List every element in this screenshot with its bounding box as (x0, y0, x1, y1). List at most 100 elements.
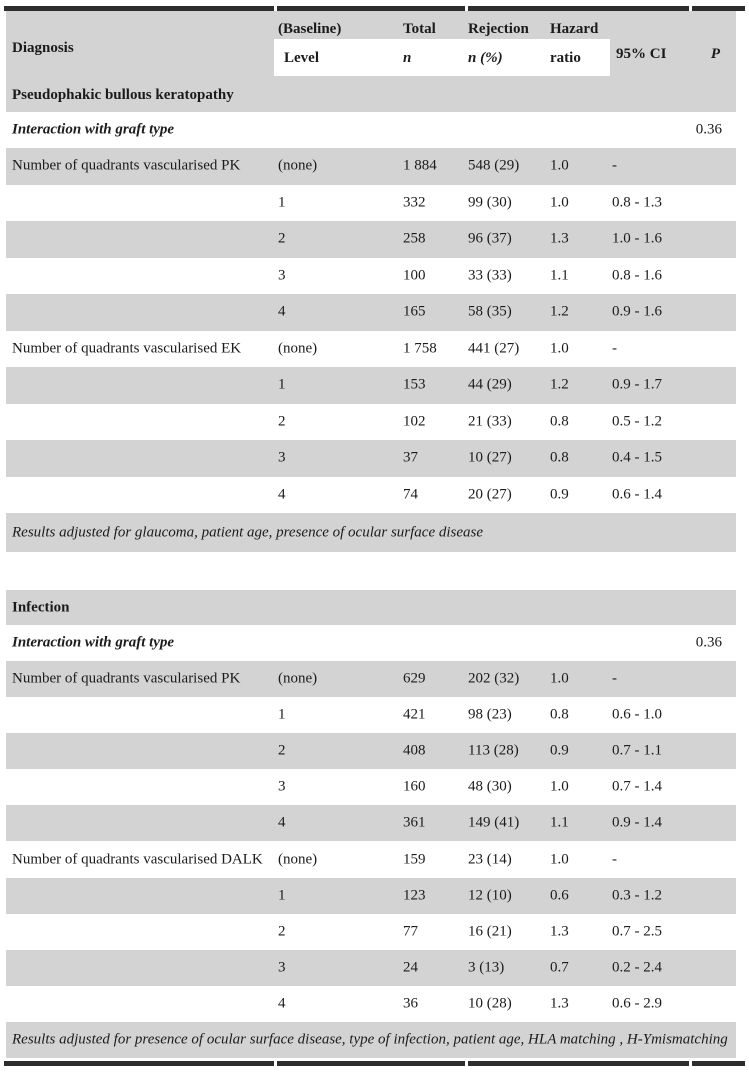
cell-hazard-ratio: 0.6 (550, 887, 569, 904)
cell-level: 1 (278, 376, 286, 393)
cell-hazard-ratio: 1.2 (550, 376, 569, 393)
interaction-row: Interaction with graft type 0.36 (6, 625, 736, 661)
cell-level: (none) (278, 670, 318, 687)
cell-ci: 0.2 - 2.4 (612, 959, 662, 976)
cell-level: 4 (278, 303, 286, 320)
cell-ci: - (612, 340, 617, 357)
cell-total-n: 77 (403, 923, 418, 940)
cell-level: 1 (278, 194, 286, 211)
cell-level: 2 (278, 413, 286, 430)
cell-ci: 0.7 - 2.5 (612, 923, 662, 940)
cell-level: 1 (278, 706, 286, 723)
cell-hazard-ratio: 0.9 (550, 486, 569, 503)
cell-rejection-n: 202 (32) (468, 670, 520, 687)
cell-hazard-ratio: 1.2 (550, 303, 569, 320)
table-row: Number of quadrants vascularised DALK (no… (6, 841, 736, 877)
cell-hazard-ratio: 1.0 (550, 194, 569, 211)
cell-level: 4 (278, 814, 286, 831)
interaction-row: Interaction with graft type 0.36 (6, 112, 736, 148)
table-row: 1 123 12 (10) 0.6 0.3 - 1.2 (6, 877, 736, 914)
cell-level: 2 (278, 923, 286, 940)
cell-level: 4 (278, 486, 286, 503)
cell-level: 4 (278, 995, 286, 1012)
cell-ci: 1.0 - 1.6 (612, 230, 662, 247)
header-white-overlay: Level n n (%) ratio (274, 39, 610, 76)
cell-rejection-n: 58 (35) (468, 303, 512, 320)
rule-gap (689, 1061, 692, 1066)
table-row: 1 332 99 (30) 1.0 0.8 - 1.3 (6, 185, 736, 222)
cell-hazard-ratio: 1.1 (550, 267, 569, 284)
cell-rejection-n: 441 (27) (468, 340, 520, 357)
column-header-rejection: Rejection (468, 21, 529, 37)
table-row: 2 408 113 (28) 0.9 0.7 - 1.1 (6, 733, 736, 770)
cell-rejection-n: 21 (33) (468, 413, 512, 430)
cell-level: (none) (278, 851, 318, 868)
rule-gap (274, 6, 277, 11)
cell-ci: 0.7 - 1.4 (612, 778, 662, 795)
column-header-total: Total (403, 21, 436, 37)
cell-rejection-n: 12 (10) (468, 887, 512, 904)
cell-level: 2 (278, 230, 286, 247)
cell-level: (none) (278, 157, 318, 174)
column-header-n-percent: n (%) (468, 50, 503, 66)
table-bottom-rule (4, 1061, 745, 1066)
cell-diagnosis: Number of quadrants vascularised DALK (12, 851, 263, 868)
cell-rejection-n: 10 (27) (468, 449, 512, 466)
table-row: 1 153 44 (29) 1.2 0.9 - 1.7 (6, 367, 736, 404)
column-header-level: Level (284, 50, 319, 66)
cell-ci: 0.6 - 1.0 (612, 706, 662, 723)
cell-level: 3 (278, 959, 286, 976)
cell-ci: 0.3 - 1.2 (612, 887, 662, 904)
section-rows-infection: Number of quadrants vascularised PK (none… (6, 661, 736, 1022)
cell-ci: 0.6 - 2.9 (612, 995, 662, 1012)
interaction-label: Interaction with graft type (12, 634, 175, 651)
rule-gap (465, 1061, 468, 1066)
cell-total-n: 102 (403, 413, 426, 430)
cell-hazard-ratio: 1.0 (550, 778, 569, 795)
cell-level: 3 (278, 778, 286, 795)
cell-rejection-n: 548 (29) (468, 157, 520, 174)
cell-ci: 0.8 - 1.3 (612, 194, 662, 211)
footnote-text: Results adjusted for glaucoma, patient a… (12, 524, 484, 540)
cell-rejection-n: 20 (27) (468, 486, 512, 503)
cell-hazard-ratio: 1.3 (550, 230, 569, 247)
cell-rejection-n: 99 (30) (468, 194, 512, 211)
cell-ci: 0.8 - 1.6 (612, 267, 662, 284)
cell-ci: - (612, 670, 617, 687)
section-rows-pbk: Number of quadrants vascularised PK (none… (6, 148, 736, 513)
footnote-row: Results adjusted for glaucoma, patient a… (6, 513, 736, 552)
cell-hazard-ratio: 1.3 (550, 995, 569, 1012)
cell-total-n: 332 (403, 194, 426, 211)
cell-total-n: 421 (403, 706, 426, 723)
cell-total-n: 100 (403, 267, 426, 284)
cell-hazard-ratio: 1.0 (550, 157, 569, 174)
cell-rejection-n: 44 (29) (468, 376, 512, 393)
cell-ci: - (612, 851, 617, 868)
cell-ci: 0.7 - 1.1 (612, 742, 662, 759)
column-header-ratio: ratio (550, 50, 581, 66)
cell-hazard-ratio: 0.7 (550, 959, 569, 976)
cell-total-n: 258 (403, 230, 426, 247)
column-header-ci: 95% CI (616, 46, 667, 62)
table-top-rule (4, 6, 745, 11)
cell-rejection-n: 113 (28) (468, 742, 519, 759)
cell-total-n: 153 (403, 376, 426, 393)
table-row: 2 102 21 (33) 0.8 0.5 - 1.2 (6, 404, 736, 441)
cell-rejection-n: 96 (37) (468, 230, 512, 247)
table-row: 2 77 16 (21) 1.3 0.7 - 2.5 (6, 914, 736, 950)
footnote-row: Results adjusted for presence of ocular … (6, 1022, 736, 1058)
rule-gap (689, 6, 692, 11)
section-title-row-infection: Infection (6, 590, 736, 625)
cell-total-n: 408 (403, 742, 426, 759)
cell-rejection-n: 23 (14) (468, 851, 512, 868)
cell-ci: 0.9 - 1.7 (612, 376, 662, 393)
cell-total-n: 37 (403, 449, 418, 466)
cell-rejection-n: 48 (30) (468, 778, 512, 795)
cell-rejection-n: 3 (13) (468, 959, 505, 976)
table-row: 3 24 3 (13) 0.7 0.2 - 2.4 (6, 949, 736, 986)
cell-ci: 0.6 - 1.4 (612, 486, 662, 503)
cell-total-n: 160 (403, 778, 426, 795)
cell-ci: 0.9 - 1.6 (612, 303, 662, 320)
table-row: Number of quadrants vascularised PK (none… (6, 661, 736, 698)
